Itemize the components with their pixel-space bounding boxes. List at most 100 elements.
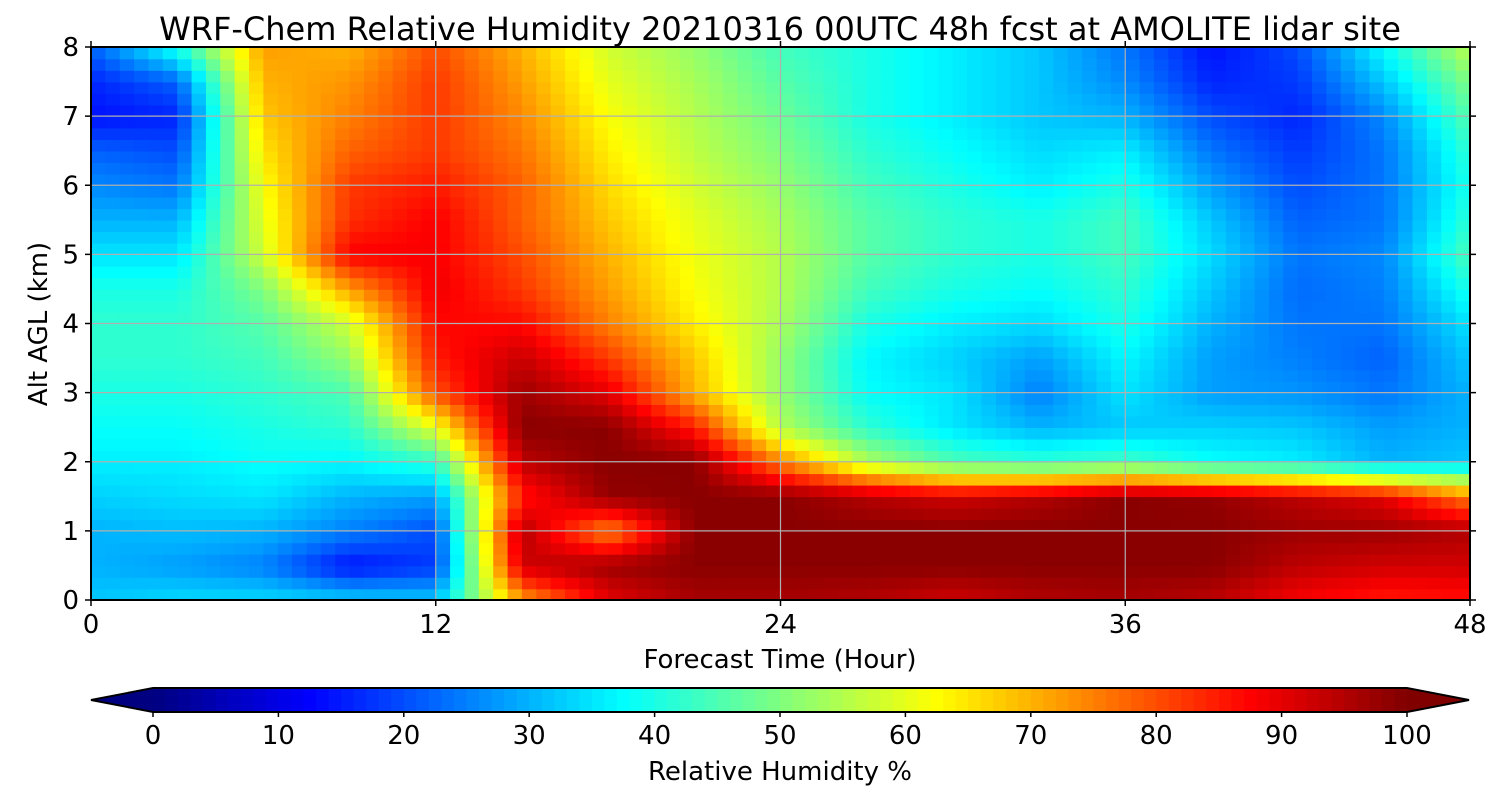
heatmap-cell xyxy=(608,116,624,129)
colorbar-segment xyxy=(215,688,229,712)
heatmap-cell xyxy=(737,231,753,244)
heatmap-cell xyxy=(1096,450,1112,463)
heatmap-cell xyxy=(349,507,365,521)
heatmap-cell xyxy=(679,346,696,359)
heatmap-cell xyxy=(1455,104,1470,117)
heatmap-cell xyxy=(249,277,265,290)
heatmap-cell xyxy=(493,346,509,359)
heatmap-cell xyxy=(263,104,279,117)
heatmap-cell xyxy=(895,473,911,486)
heatmap-cell xyxy=(1283,392,1299,405)
heatmap-cell xyxy=(1383,58,1399,71)
heatmap-cell xyxy=(694,231,710,244)
heatmap-cell xyxy=(938,473,954,486)
heatmap-cell xyxy=(1398,553,1414,567)
heatmap-cell xyxy=(363,369,380,382)
heatmap-cell xyxy=(1153,507,1170,521)
heatmap-cell xyxy=(91,162,107,175)
heatmap-cell xyxy=(1412,242,1428,256)
heatmap-cell xyxy=(335,530,351,544)
heatmap-cell xyxy=(967,47,983,60)
heatmap-cell xyxy=(780,242,796,256)
heatmap-cell xyxy=(134,358,150,371)
heatmap-cell xyxy=(1254,450,1270,463)
heatmap-cell xyxy=(378,311,394,325)
heatmap-cell xyxy=(220,484,236,498)
heatmap-cell xyxy=(995,277,1012,290)
heatmap-cell xyxy=(550,565,566,578)
heatmap-cell xyxy=(823,70,839,83)
heatmap-cell xyxy=(493,58,509,71)
heatmap-cell xyxy=(1283,358,1299,371)
heatmap-cell xyxy=(1426,323,1443,336)
heatmap-cell xyxy=(1398,208,1414,221)
heatmap-cell xyxy=(723,438,739,452)
heatmap-cell xyxy=(1441,196,1457,210)
heatmap-cell xyxy=(1426,588,1443,600)
heatmap-cell xyxy=(1182,173,1198,187)
heatmap-cell xyxy=(852,404,868,417)
heatmap-cell xyxy=(392,565,408,578)
heatmap-cell xyxy=(435,277,451,290)
colorbar-segment xyxy=(1281,688,1295,712)
heatmap-cell xyxy=(766,47,782,60)
heatmap-cell xyxy=(1383,553,1399,567)
heatmap-cell xyxy=(1355,542,1371,555)
y-tick-label: 8 xyxy=(62,33,79,63)
heatmap-cell xyxy=(1010,81,1026,94)
colorbar-segment xyxy=(203,688,217,712)
heatmap-cell xyxy=(1441,162,1457,175)
heatmap-cell xyxy=(565,381,581,394)
heatmap-cell xyxy=(967,162,983,175)
heatmap-cell xyxy=(1168,369,1184,382)
heatmap-cell xyxy=(1024,277,1040,290)
heatmap-cell xyxy=(220,185,236,198)
heatmap-cell xyxy=(349,254,365,267)
heatmap-cell xyxy=(665,369,681,382)
heatmap-cell xyxy=(493,496,509,509)
heatmap-cell xyxy=(952,104,969,117)
heatmap-cell xyxy=(1039,358,1055,371)
heatmap-cell xyxy=(622,576,638,590)
heatmap-cell xyxy=(1297,530,1313,544)
heatmap-cell xyxy=(737,104,753,117)
heatmap-cell xyxy=(162,277,178,290)
heatmap-cell xyxy=(1426,392,1443,405)
x-axis-ticks: 0 12 24 36 48 xyxy=(83,41,1487,640)
heatmap-cell xyxy=(780,369,796,382)
heatmap-cell xyxy=(464,461,480,475)
heatmap-cell xyxy=(593,254,609,267)
heatmap-cell xyxy=(550,530,566,544)
heatmap-cell xyxy=(205,473,222,486)
heatmap-cell xyxy=(493,208,509,221)
heatmap-cell xyxy=(1355,461,1371,475)
heatmap-cell xyxy=(1311,104,1328,117)
heatmap-cell xyxy=(91,323,107,336)
heatmap-cell xyxy=(234,93,250,106)
heatmap-cell xyxy=(679,231,696,244)
heatmap-cell xyxy=(91,461,107,475)
heatmap-cell xyxy=(493,358,509,371)
heatmap-cell xyxy=(1225,150,1241,164)
heatmap-cell xyxy=(1455,70,1470,83)
heatmap-cell xyxy=(1426,116,1443,129)
heatmap-cell xyxy=(608,196,624,210)
heatmap-cell xyxy=(177,311,193,325)
heatmap-cell xyxy=(1254,231,1270,244)
heatmap-cell xyxy=(751,530,767,544)
heatmap-cell xyxy=(895,277,911,290)
heatmap-cell xyxy=(1096,162,1112,175)
heatmap-cell xyxy=(1067,58,1083,71)
heatmap-cell xyxy=(119,473,135,486)
heatmap-cell xyxy=(249,438,265,452)
heatmap-cell xyxy=(234,162,250,175)
heatmap-cell xyxy=(737,219,753,233)
heatmap-cell xyxy=(837,150,854,164)
heatmap-cell xyxy=(234,323,250,336)
heatmap-cell xyxy=(1197,530,1213,544)
heatmap-cell xyxy=(450,404,466,417)
heatmap-cell xyxy=(895,427,911,440)
heatmap-cell xyxy=(306,185,322,198)
heatmap-cell xyxy=(708,311,724,325)
heatmap-cell xyxy=(1455,254,1470,267)
